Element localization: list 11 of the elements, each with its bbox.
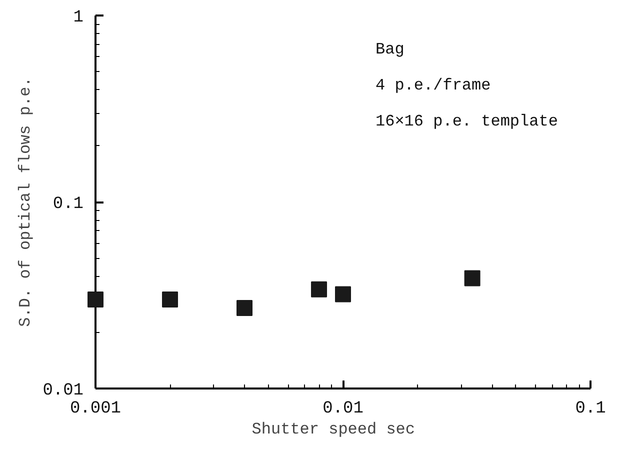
- x-tick-label: 0.001: [70, 400, 122, 418]
- annotation: 4 p.e./frame: [376, 76, 491, 94]
- y-tick-label: 0.1: [52, 195, 84, 214]
- y-tick-label: 0.01: [42, 382, 84, 400]
- y-axis-title: S.D. of optical flows p.e.: [16, 77, 35, 327]
- annotation: 16×16 p.e. template: [376, 112, 558, 130]
- x-tick-label: 0.1: [575, 400, 606, 418]
- x-axis-title: Shutter speed sec: [252, 420, 416, 438]
- y-tick-label: 1: [73, 8, 84, 28]
- annotation: Bag: [376, 40, 404, 58]
- x-tick-label: 0.01: [322, 400, 364, 418]
